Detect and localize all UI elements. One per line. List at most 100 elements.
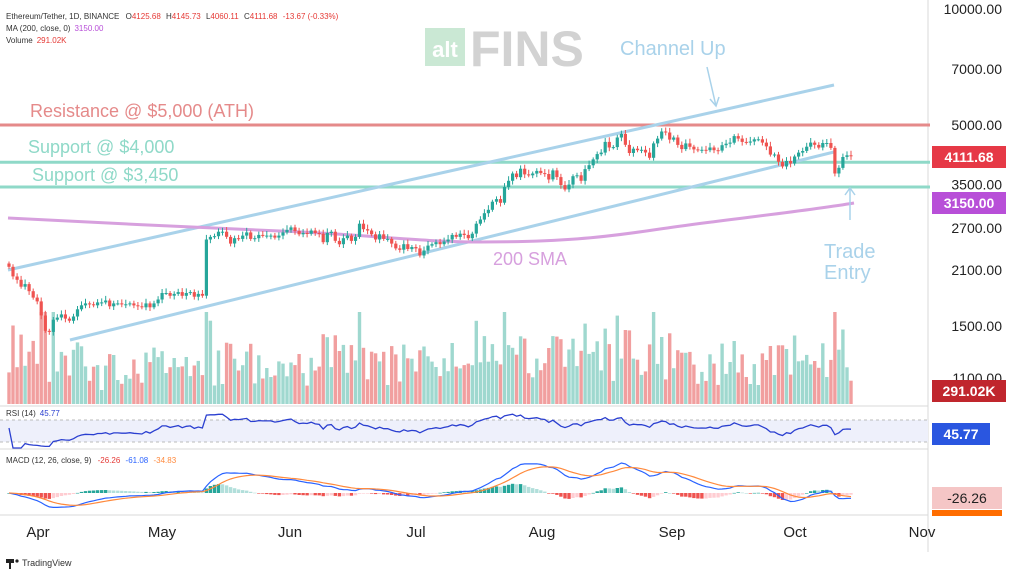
trade-entry-label-2: Entry (824, 262, 871, 284)
candle-body (511, 173, 515, 181)
candle-body (124, 304, 128, 306)
volume-bar (132, 359, 136, 404)
volume-bar (760, 353, 765, 404)
macd-histogram-bar (285, 493, 289, 495)
candle-body (229, 236, 233, 244)
macd-histogram-bar (253, 492, 257, 494)
candle-body (265, 235, 269, 237)
x-tick-label: Apr (26, 524, 49, 541)
volume-bar (337, 351, 342, 404)
macd-histogram-bar (627, 492, 632, 493)
candle-body (486, 209, 490, 214)
candle-body (470, 233, 474, 239)
volume-bar (700, 371, 704, 404)
macd-histogram-bar (418, 493, 422, 496)
volume-bar (506, 345, 511, 404)
volume-bar (212, 385, 217, 404)
volume-bar (575, 366, 579, 404)
macd-histogram-bar (160, 491, 164, 493)
macd-histogram-bar (321, 493, 325, 497)
candle-body (245, 232, 249, 236)
candle-body (474, 223, 478, 234)
candle-body (136, 305, 140, 307)
volume-bar (67, 375, 72, 404)
volume-bar (446, 371, 450, 404)
macd-histogram-bar (390, 493, 394, 495)
volume-bar (349, 345, 354, 404)
macd-histogram-bar (373, 493, 378, 495)
candle-body (313, 230, 317, 233)
channel-lower-line (69, 150, 835, 342)
volume-bar (71, 349, 76, 404)
volume-bar (788, 374, 793, 404)
volume-bar (676, 350, 680, 404)
macd-histogram-bar (708, 493, 712, 498)
svg-text:4111.68: 4111.68 (944, 149, 993, 165)
volume-bar (261, 378, 265, 404)
candle-body (579, 175, 583, 181)
macd-histogram-bar (490, 486, 495, 493)
candle-body (583, 169, 587, 181)
x-tick-label: Oct (783, 524, 807, 541)
volume-bar (724, 373, 728, 404)
volume-bar (502, 312, 507, 404)
volume-bar (7, 372, 11, 404)
candle-body (241, 235, 245, 239)
volume-bar (615, 315, 619, 404)
candle-body (43, 315, 47, 331)
candle-body (784, 161, 789, 167)
volume-bar (728, 362, 732, 404)
macd-histogram-bar (700, 493, 704, 499)
trade-entry-arrow-head (844, 186, 856, 196)
candle-body (285, 229, 289, 233)
volume-bar (59, 351, 64, 404)
volume-bar (47, 381, 51, 404)
volume-bar (285, 376, 289, 404)
channel-arrow (706, 66, 717, 107)
volume-bar (402, 344, 406, 404)
candle-body (180, 292, 184, 296)
volume-bar (144, 352, 148, 404)
volume-bar (732, 341, 736, 404)
macd-histogram-bar (567, 493, 571, 499)
macd-histogram-bar (386, 493, 390, 495)
candle-body (551, 170, 555, 180)
candle-body (47, 330, 51, 332)
volume-bar (486, 361, 491, 404)
x-tick-label: Jun (278, 524, 302, 541)
candle-body (643, 149, 648, 153)
candle-body (615, 137, 619, 148)
volume-bar (152, 347, 156, 404)
macd-histogram-bar (563, 493, 567, 499)
candle-body (623, 133, 627, 145)
candle-body (132, 303, 136, 306)
volume-bar (112, 355, 116, 404)
candle-body (67, 318, 71, 321)
candle-body (96, 302, 100, 306)
volume-bar (273, 375, 277, 404)
volume-bar (611, 380, 615, 404)
macd-histogram-bar (603, 488, 607, 493)
macd-histogram-bar (660, 493, 664, 494)
volume-badge: 291.02K (932, 380, 1006, 402)
candle-body (760, 139, 764, 143)
volume-bar (531, 377, 535, 404)
volume-bar (136, 373, 140, 404)
volume-bar (305, 385, 309, 404)
candle-body (27, 284, 31, 292)
candle-body (772, 154, 777, 156)
volume-bar (228, 343, 233, 404)
volume-bar (801, 360, 805, 404)
volume-bar (309, 357, 313, 404)
candle-body (454, 234, 458, 237)
volume-bar (204, 312, 209, 404)
macd-histogram-bar (571, 493, 575, 498)
macd-histogram-bar (466, 491, 470, 493)
volume-bar (188, 376, 192, 404)
macd-histogram-bar (764, 493, 769, 495)
volume-bar (543, 363, 547, 404)
candle-body (676, 137, 680, 145)
macd-histogram-bar (245, 490, 249, 493)
volume-bar (329, 367, 333, 404)
volume-bar (716, 384, 720, 404)
